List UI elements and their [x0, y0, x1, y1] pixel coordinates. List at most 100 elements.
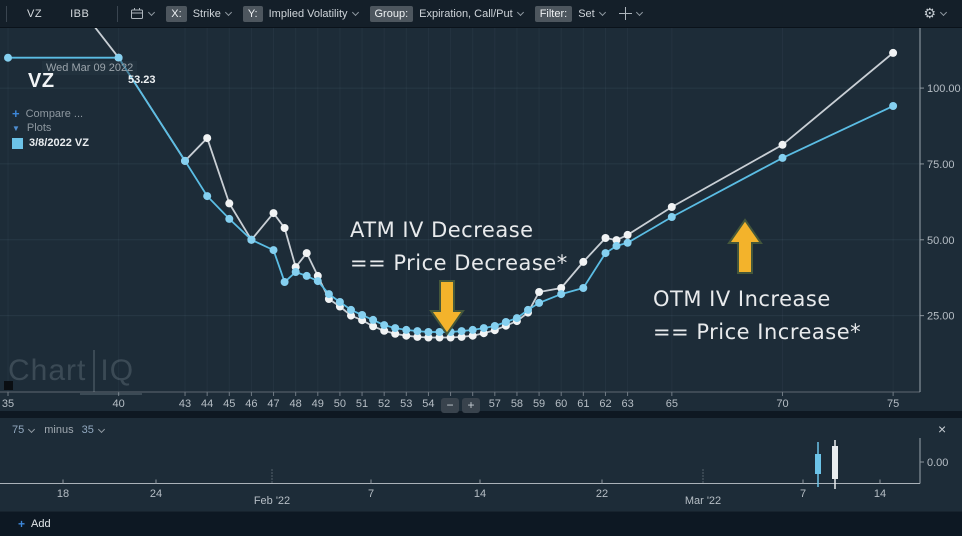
filter-dropdown[interactable]: Set	[578, 7, 595, 20]
zoom-out-button[interactable]: −	[441, 398, 459, 413]
data-point[interactable]	[269, 246, 278, 255]
data-point[interactable]	[579, 284, 588, 292]
data-point[interactable]	[413, 327, 422, 336]
candle-body[interactable]	[832, 446, 838, 479]
data-point[interactable]	[369, 315, 378, 324]
legend-item[interactable]: 3/8/2022 VZ	[12, 137, 89, 149]
data-point[interactable]	[225, 199, 234, 208]
data-point[interactable]	[4, 53, 12, 62]
data-point[interactable]	[501, 318, 510, 326]
spread-chart[interactable]: 18 24 Feb '22 7 14 22 Mar '22 7 14 0.00	[0, 418, 962, 511]
x-axis-dropdown[interactable]: Strike	[192, 7, 221, 20]
y-axis-dropdown[interactable]: Implied Volatility	[268, 7, 348, 20]
data-point[interactable]	[535, 288, 544, 296]
zoom-in-button[interactable]: +	[462, 398, 480, 413]
tab-ibb[interactable]: IBB	[70, 7, 90, 20]
compare-button[interactable]: + Compare ...	[12, 106, 83, 121]
resize-handle[interactable]	[4, 381, 13, 390]
data-point[interactable]	[557, 284, 566, 292]
data-point[interactable]	[889, 102, 898, 110]
data-point[interactable]	[369, 322, 378, 331]
data-point[interactable]	[247, 235, 256, 244]
data-point[interactable]	[479, 324, 488, 333]
data-point[interactable]	[457, 332, 466, 341]
chevron-down-icon[interactable]	[516, 8, 524, 17]
data-point[interactable]	[358, 311, 367, 319]
data-point[interactable]	[435, 328, 444, 336]
data-point[interactable]	[269, 209, 278, 218]
close-icon[interactable]: ×	[938, 421, 947, 437]
strike-75-dropdown[interactable]: 75	[12, 424, 25, 436]
plots-toggle[interactable]: ▼ Plots	[12, 122, 51, 134]
data-point[interactable]	[391, 329, 400, 338]
chevron-down-icon[interactable]	[635, 8, 643, 17]
chevron-down-icon[interactable]	[224, 8, 232, 17]
data-point[interactable]	[601, 234, 610, 242]
data-point[interactable]	[225, 214, 234, 223]
data-point[interactable]	[380, 326, 389, 335]
data-point[interactable]	[457, 327, 466, 336]
chevron-down-icon[interactable]	[97, 425, 105, 433]
group-dropdown[interactable]: Expiration, Call/Put	[419, 7, 513, 20]
chevron-down-icon[interactable]	[351, 8, 359, 17]
data-point[interactable]	[667, 203, 676, 211]
data-point[interactable]	[203, 192, 212, 201]
chevron-down-icon[interactable]	[939, 8, 948, 17]
annotation-otm[interactable]: OTM IV Increase == Price Increase*	[653, 287, 862, 344]
data-point[interactable]	[612, 241, 621, 250]
crosshair-icon[interactable]	[618, 7, 632, 20]
iv-smile-chart[interactable]: 100.00 75.00 50.00 25.00 35 40 43 44 45 46 47 48 49 5…	[0, 28, 962, 411]
data-point[interactable]	[413, 332, 422, 341]
add-button[interactable]: Add	[31, 518, 51, 530]
data-point[interactable]	[579, 257, 588, 266]
data-point[interactable]	[291, 268, 300, 276]
data-point[interactable]	[667, 213, 676, 221]
data-point[interactable]	[313, 277, 322, 286]
data-point[interactable]	[889, 48, 898, 57]
data-point[interactable]	[601, 249, 610, 258]
data-point[interactable]	[335, 298, 344, 306]
pane-divider[interactable]	[0, 411, 962, 418]
data-point[interactable]	[380, 321, 389, 330]
data-point[interactable]	[446, 333, 455, 342]
data-point[interactable]	[324, 290, 333, 299]
tab-vz[interactable]: VZ	[27, 7, 43, 20]
data-point[interactable]	[778, 153, 787, 162]
down-arrow-annotation[interactable]	[429, 280, 465, 336]
data-point[interactable]	[280, 278, 289, 286]
data-point[interactable]	[181, 156, 189, 165]
data-point[interactable]	[391, 324, 400, 333]
up-arrow-annotation[interactable]	[727, 218, 763, 274]
data-point[interactable]	[468, 325, 477, 334]
data-point[interactable]	[612, 236, 621, 245]
data-point[interactable]	[468, 331, 477, 340]
data-point[interactable]	[623, 238, 632, 247]
data-point[interactable]	[623, 230, 632, 239]
gear-icon[interactable]: ⚙	[923, 5, 936, 21]
data-point[interactable]	[402, 331, 411, 340]
data-point[interactable]	[402, 325, 411, 334]
calendar-icon[interactable]	[130, 7, 144, 20]
data-point[interactable]	[280, 224, 289, 232]
data-point[interactable]	[347, 311, 355, 320]
data-point[interactable]	[524, 305, 532, 314]
data-point[interactable]	[778, 140, 787, 149]
chevron-down-icon[interactable]	[148, 8, 156, 17]
data-point[interactable]	[203, 134, 212, 143]
data-point[interactable]	[424, 328, 433, 336]
strike-35-dropdown[interactable]: 35	[81, 424, 94, 436]
candle-body[interactable]	[815, 454, 821, 474]
data-point[interactable]	[512, 314, 521, 323]
data-point[interactable]	[490, 322, 499, 330]
data-point[interactable]	[424, 333, 433, 342]
data-point[interactable]	[347, 305, 355, 314]
annotation-atm[interactable]: ATM IV Decrease == Price Decrease*	[350, 218, 568, 275]
data-point[interactable]	[435, 333, 444, 342]
data-point[interactable]	[114, 53, 123, 62]
chevron-down-icon[interactable]	[28, 425, 36, 433]
data-point[interactable]	[302, 271, 311, 280]
data-point[interactable]	[302, 249, 311, 258]
data-point[interactable]	[535, 298, 544, 307]
chevron-down-icon[interactable]	[598, 8, 606, 17]
data-point[interactable]	[557, 290, 566, 299]
